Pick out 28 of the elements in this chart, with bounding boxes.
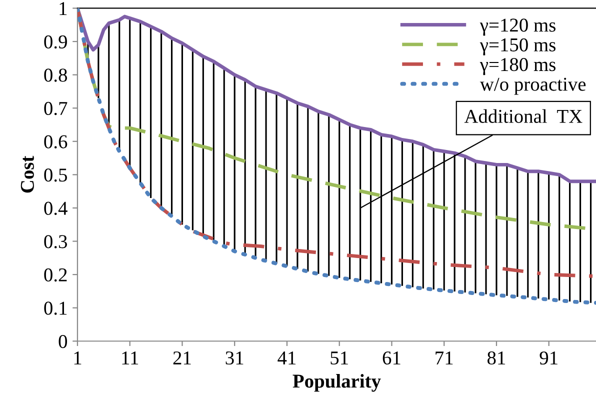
annotation: Additional TX [464,109,582,123]
y-tick-label: 0.1 [44,302,67,315]
y-tick-label: 0.5 [44,168,67,182]
x-tick-label: 51 [330,352,348,365]
x-tick-label: 21 [173,351,191,364]
legend-label: w/o proactive [480,78,586,95]
y-tick-label: 0.2 [44,268,67,282]
y-tick-label: 0.8 [44,68,68,82]
x-tick-label: 81 [488,351,506,365]
y-tick-label: 1 [60,2,67,15]
y-tick-label: 0 [58,334,68,348]
x-tick-label: 1 [74,352,82,364]
x-tick-label: 11 [122,352,138,364]
y-tick-label: 0.6 [44,135,68,148]
x-tick-label: 41 [278,352,296,364]
x-axis-title: Popularity [292,374,381,392]
legend-label: γ=150 ms [480,38,556,56]
x-tick-label: 91 [540,351,558,365]
y-tick-label: 0.7 [44,102,68,116]
legend-label: γ=120 ms [480,18,556,36]
x-tick-label: 31 [226,351,244,365]
y-tick-label: 0.3 [44,235,67,248]
legend-label: γ=180 ms [480,58,556,76]
x-tick-label: 61 [382,351,400,365]
y-tick-label: 0.9 [44,35,67,49]
x-tick-label: 71 [436,352,453,364]
y-axis-title: Cost [20,156,34,193]
y-tick-label: 0.4 [44,202,68,215]
